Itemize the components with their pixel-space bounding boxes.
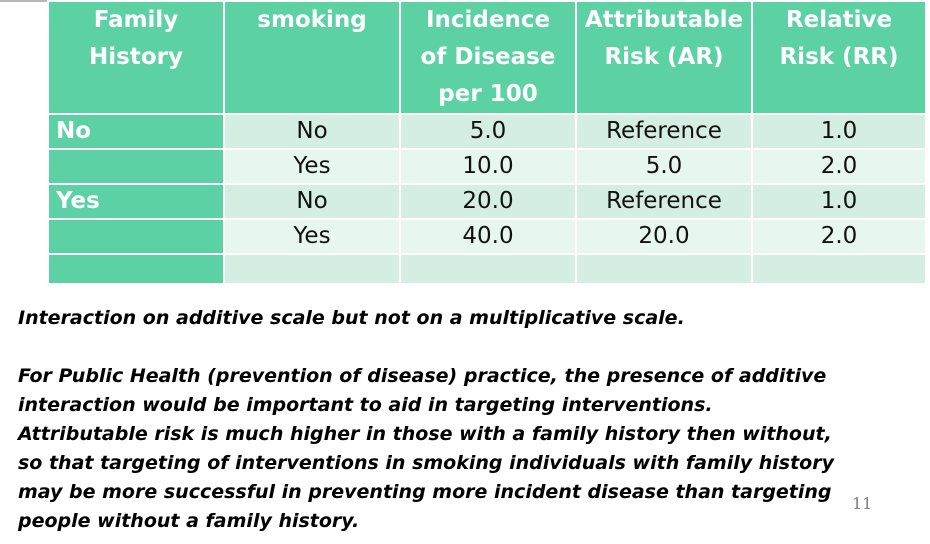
header-line: Family xyxy=(93,7,179,33)
family-history-cell: Yes xyxy=(47,183,225,220)
page-number: 11 xyxy=(852,494,873,513)
incidence-cell xyxy=(399,253,577,285)
smoking-cell: No xyxy=(223,113,401,150)
paragraph-gap xyxy=(18,333,923,362)
smoking-cell: No xyxy=(223,183,401,220)
table-row: No No 5.0 Reference 1.0 xyxy=(47,113,927,150)
smoking-cell: Yes xyxy=(223,148,401,185)
incidence-cell: 5.0 xyxy=(399,113,577,150)
family-history-cell: No xyxy=(47,113,225,150)
incidence-cell: 20.0 xyxy=(399,183,577,220)
ar-cell: Reference xyxy=(575,113,753,150)
header-relative-risk: Relative Risk (RR) xyxy=(751,0,927,115)
table-row: Yes 40.0 20.0 2.0 xyxy=(47,218,927,255)
notes-text: Interaction on additive scale but not on… xyxy=(18,304,923,536)
header-line: History xyxy=(89,44,183,70)
header-line: per 100 xyxy=(438,81,538,107)
interaction-statement: Interaction on additive scale but not on… xyxy=(18,307,685,329)
header-line: smoking xyxy=(257,7,367,33)
table-row: Yes 10.0 5.0 2.0 xyxy=(47,148,927,185)
ar-cell: Reference xyxy=(575,183,753,220)
rr-cell: 2.0 xyxy=(751,218,927,255)
header-line: Attributable xyxy=(584,7,744,33)
smoking-cell: Yes xyxy=(223,218,401,255)
corner-line xyxy=(0,0,47,2)
note-line: Attributable risk is much higher in thos… xyxy=(18,423,832,445)
table-row: Yes No 20.0 Reference 1.0 xyxy=(47,183,927,220)
family-history-cell xyxy=(47,253,225,285)
note-line: may be more successful in preventing mor… xyxy=(18,481,832,503)
note-line: For Public Health (prevention of disease… xyxy=(18,365,827,387)
note-line: people without a family history. xyxy=(18,510,360,532)
rr-cell: 1.0 xyxy=(751,183,927,220)
header-line: Risk (RR) xyxy=(779,44,899,70)
header-line: Risk (AR) xyxy=(604,44,724,70)
rr-cell: 1.0 xyxy=(751,113,927,150)
header-line: of Disease xyxy=(420,44,556,70)
note-line: so that targeting of interventions in sm… xyxy=(18,452,834,474)
header-line: Relative xyxy=(785,7,893,33)
note-line: interaction would be important to aid in… xyxy=(18,394,713,416)
rr-cell xyxy=(751,253,927,285)
header-attributable-risk: Attributable Risk (AR) xyxy=(575,0,753,115)
family-history-cell xyxy=(47,148,225,185)
ar-cell: 20.0 xyxy=(575,218,753,255)
header-smoking: smoking xyxy=(223,0,401,115)
ar-cell xyxy=(575,253,753,285)
rr-cell: 2.0 xyxy=(751,148,927,185)
smoking-cell xyxy=(223,253,401,285)
header-row: Family History smoking Incidence of Dise… xyxy=(47,0,927,115)
header-incidence: Incidence of Disease per 100 xyxy=(399,0,577,115)
table-row-empty xyxy=(47,253,927,285)
incidence-cell: 10.0 xyxy=(399,148,577,185)
family-history-cell xyxy=(47,218,225,255)
header-line: Incidence xyxy=(425,7,551,33)
risk-table: Family History smoking Incidence of Dise… xyxy=(47,0,927,285)
header-family-history: Family History xyxy=(47,0,225,115)
ar-cell: 5.0 xyxy=(575,148,753,185)
incidence-cell: 40.0 xyxy=(399,218,577,255)
